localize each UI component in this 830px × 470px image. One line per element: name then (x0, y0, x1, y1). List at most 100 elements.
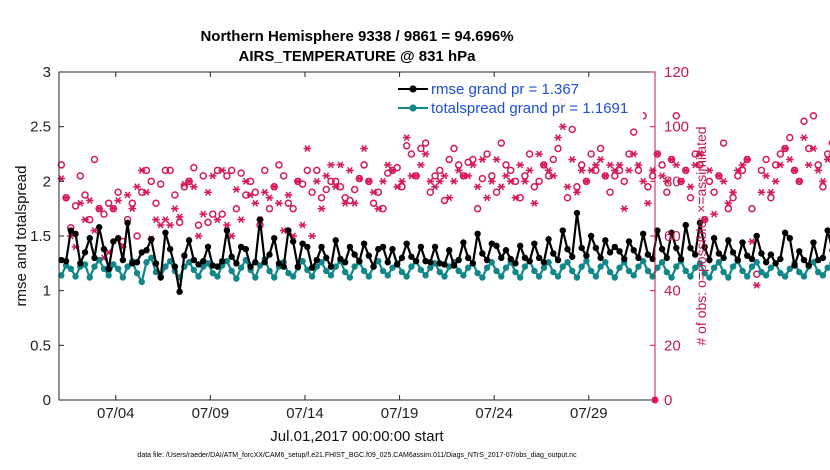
series-point (573, 274, 581, 281)
obs-assimilated-point (696, 150, 704, 158)
series-point (157, 274, 164, 281)
series-point (668, 229, 675, 236)
y-right-tick-label: 60 (664, 228, 681, 245)
obs-assimilated-point (473, 183, 482, 191)
series-point (498, 273, 505, 280)
y-left-tick-label: 1.5 (30, 228, 51, 245)
obs-assimilated-point (644, 199, 652, 207)
obs-assimilated-point (208, 172, 217, 180)
obs-possible-point (81, 191, 89, 199)
series-point (237, 264, 245, 271)
series-point (403, 240, 410, 247)
series-point (635, 263, 642, 270)
series-point (138, 278, 145, 286)
series-point (597, 263, 604, 270)
obs-assimilated-point (379, 177, 387, 185)
obs-possible-point (417, 144, 425, 153)
series-point (332, 237, 339, 244)
series-point (616, 248, 623, 255)
series-point (739, 239, 746, 246)
y-axis-left: 0 0.5 1 1.5 2 2.5 3 (30, 64, 64, 409)
obs-possible-point (350, 185, 359, 194)
obs-possible-point (525, 150, 534, 158)
series-point (559, 227, 566, 234)
obs-assimilated-point (388, 166, 397, 174)
obs-assimilated-point (294, 177, 302, 185)
series-point (824, 227, 830, 234)
obs-assimilated-point (322, 172, 331, 180)
chart-title-line1: Northern Hemisphere 9338 / 9861 = 94.696… (200, 28, 513, 45)
series-point (280, 263, 287, 270)
obs-assimilated-point (587, 166, 595, 174)
series-point (412, 257, 420, 265)
series-point (502, 264, 510, 271)
series-point (744, 273, 751, 280)
series-point (512, 260, 519, 267)
series-point (218, 257, 226, 265)
obs-possible-point (327, 177, 335, 186)
obs-assimilated-point (658, 172, 666, 180)
obs-assimilated-point (738, 161, 747, 169)
obs-assimilated-point (577, 166, 586, 174)
series-point (58, 272, 65, 279)
obs-possible-point (317, 193, 326, 202)
series-point (639, 257, 647, 265)
obs-assimilated-point (686, 183, 695, 191)
series-point (630, 247, 637, 254)
series-point (110, 238, 117, 245)
obs-possible-point (175, 218, 184, 227)
series-point (767, 264, 775, 271)
obs-assimilated-point (156, 221, 165, 229)
obs-possible-point (648, 172, 657, 180)
obs-possible-point (483, 150, 491, 158)
series-point (190, 266, 198, 274)
x-tick-label: 07/24 (475, 405, 513, 422)
series-point (564, 259, 571, 266)
series-point (715, 250, 723, 257)
obs-assimilated-point (568, 155, 577, 163)
series-point (479, 250, 486, 257)
series-point (469, 260, 477, 267)
obs-assimilated-point (242, 177, 250, 185)
y-axis-left-label: rmse and totalspread (13, 166, 30, 307)
obs-possible-point (719, 139, 728, 147)
series-point (592, 273, 600, 280)
series-point (119, 274, 127, 281)
obs-assimilated-point (767, 188, 775, 196)
series-point (748, 263, 756, 270)
series-point (786, 234, 794, 242)
obs-possible-point (223, 172, 231, 180)
series-point (701, 269, 708, 277)
series-point (152, 260, 160, 267)
series-point (791, 262, 798, 269)
obs-assimilated-point (606, 161, 614, 169)
obs-possible-point (450, 144, 458, 153)
series-point (351, 251, 358, 258)
series-point (441, 273, 448, 280)
x-tick-label: 07/19 (381, 405, 419, 422)
series-point (644, 267, 652, 275)
series-point (252, 274, 259, 281)
series-point (498, 254, 505, 262)
series-point (327, 263, 335, 270)
series-point (252, 259, 259, 266)
obs-assimilated-point (426, 177, 435, 185)
obs-assimilated-point (819, 177, 827, 185)
series-point (422, 272, 429, 279)
series-point (814, 268, 822, 276)
obs-assimilated-point (440, 172, 449, 180)
series-point (493, 267, 500, 275)
series-point (616, 264, 623, 271)
obs-assimilated-point (412, 172, 420, 180)
obs-possible-point (279, 172, 288, 180)
series-point (446, 247, 453, 254)
obs-assimilated-point (383, 161, 392, 169)
y-right-tick-label: 0 (664, 392, 672, 409)
series-point (214, 273, 221, 280)
obs-assimilated-point (152, 216, 160, 224)
obs-assimilated-point (511, 194, 520, 202)
obs-assimilated-point (336, 161, 345, 169)
obs-assimilated-point (128, 205, 137, 213)
obs-assimilated-point (142, 188, 151, 196)
series-point (285, 227, 292, 234)
